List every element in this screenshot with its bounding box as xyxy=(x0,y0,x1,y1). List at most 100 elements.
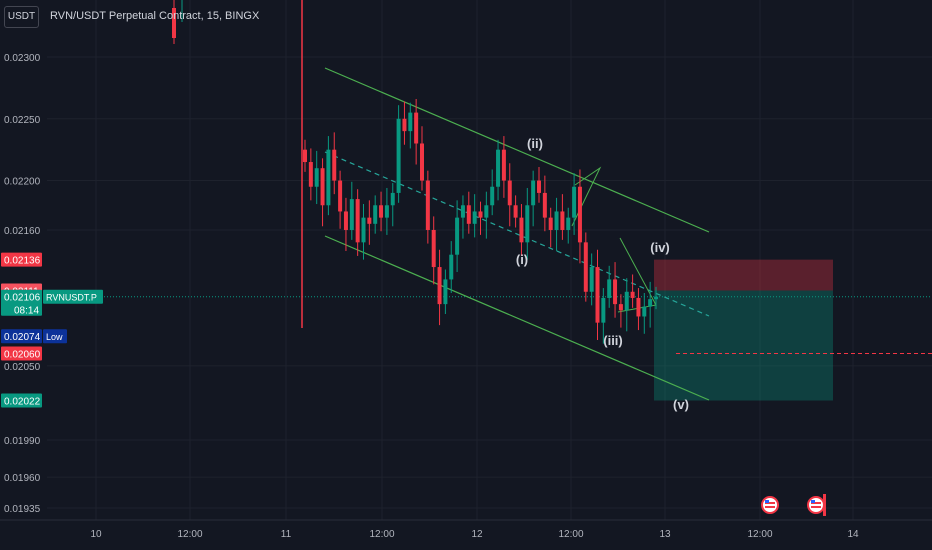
stop-loss-zone xyxy=(654,259,833,291)
candle-body xyxy=(396,118,401,193)
candle-body xyxy=(303,149,307,163)
time-tick-label: 11 xyxy=(281,529,292,540)
candle-body xyxy=(601,297,606,323)
candle-body xyxy=(501,149,506,181)
us-flag-event-icon xyxy=(761,496,779,514)
take-profit-zone xyxy=(654,290,833,401)
candle-body xyxy=(332,149,337,181)
candle-body xyxy=(525,205,530,243)
candle-body xyxy=(560,211,565,230)
candle-body xyxy=(490,186,495,206)
candle-body xyxy=(343,211,348,230)
channel-mid-line xyxy=(324,151,710,317)
currency-button[interactable]: USDT xyxy=(4,6,39,28)
candle-body xyxy=(384,205,389,218)
candle-body xyxy=(338,180,343,212)
candle-body xyxy=(542,192,547,218)
candle-body xyxy=(642,306,647,317)
price-label-text: 0.02060 xyxy=(4,350,41,361)
price-tick-label: 0.02300 xyxy=(4,53,41,64)
price-label-text: 0.02106 xyxy=(4,293,41,304)
wave-label: (ii) xyxy=(527,136,543,151)
candle-body xyxy=(455,217,460,255)
price-label-p1 xyxy=(1,252,42,267)
price-tag-p4 xyxy=(43,329,67,344)
candle-body xyxy=(355,199,360,243)
candle-body xyxy=(437,267,442,305)
price-tick-label: 0.02250 xyxy=(4,115,41,126)
time-tick-label: 12:00 xyxy=(177,529,202,540)
candle-body xyxy=(172,8,176,38)
candle-body xyxy=(613,279,618,305)
candle-body xyxy=(513,205,518,218)
candle-body xyxy=(583,242,588,292)
price-tick-label: 0.02200 xyxy=(4,177,41,188)
candle-body xyxy=(654,296,658,300)
chart-title: RVN/USDT Perpetual Contract, 15, BINGX xyxy=(50,10,260,22)
candle-body xyxy=(554,211,559,230)
price-label-p4 xyxy=(1,329,42,344)
channel-upper-line xyxy=(324,67,710,233)
price-label-p5 xyxy=(1,346,42,361)
candle-body xyxy=(572,186,577,218)
candle-body xyxy=(507,180,512,206)
candle-body xyxy=(466,205,471,224)
candle-body xyxy=(379,205,384,218)
price-tick-label: 0.02050 xyxy=(4,362,41,373)
candle-body xyxy=(326,149,331,206)
candle-body xyxy=(390,192,395,206)
price-label-countdown: 08:14 xyxy=(14,306,39,317)
price-label-text: 0.02074 xyxy=(4,332,41,343)
wave-label: (iv) xyxy=(650,240,670,255)
time-tick-label: 13 xyxy=(659,529,671,540)
candle-body xyxy=(443,279,448,305)
candle-body xyxy=(648,299,653,307)
candle-body xyxy=(548,217,553,230)
candle-body xyxy=(537,180,541,193)
candle-body xyxy=(414,112,419,144)
candle-body xyxy=(349,199,354,230)
wave-label: (v) xyxy=(673,397,689,412)
candle-body xyxy=(531,180,536,206)
candle-body xyxy=(618,304,623,311)
price-tick-label: 0.01990 xyxy=(4,436,41,447)
price-tick-label: 0.01935 xyxy=(4,504,41,515)
candle-body xyxy=(402,118,407,132)
price-label-p3 xyxy=(1,289,42,316)
time-tick-label: 12:00 xyxy=(747,529,772,540)
price-tick-label: 0.02160 xyxy=(4,226,41,237)
candle-body xyxy=(314,168,319,187)
candle-body xyxy=(460,205,465,218)
time-tick-label: 12 xyxy=(471,529,483,540)
price-label-text: 0.02136 xyxy=(4,256,41,267)
wave-label: (i) xyxy=(516,252,528,267)
candle-body xyxy=(478,211,483,218)
price-label-text: 0.02022 xyxy=(4,397,41,408)
candle-body xyxy=(607,279,612,298)
us-flag-event-icon xyxy=(807,496,825,514)
time-tick-label: 14 xyxy=(847,529,859,540)
time-tick-label: 12:00 xyxy=(558,529,583,540)
candle-body xyxy=(472,211,477,224)
price-tag-p3 xyxy=(43,289,103,304)
candle-body xyxy=(367,217,372,224)
triangle-pattern xyxy=(571,166,602,227)
event-marker xyxy=(823,494,826,516)
candle-body xyxy=(566,217,571,230)
candle-body xyxy=(361,217,366,243)
candle-body xyxy=(420,143,424,181)
candle-body xyxy=(308,162,313,187)
price-tick-label: 0.01960 xyxy=(4,473,41,484)
candle-body xyxy=(320,168,325,206)
candle-body xyxy=(519,217,524,243)
channel-lower-line xyxy=(324,235,710,401)
candle-body xyxy=(496,149,501,187)
candle-body xyxy=(373,205,378,224)
candle-body xyxy=(589,267,594,292)
wave-label: (iii) xyxy=(603,333,623,348)
candle-body xyxy=(431,229,436,268)
candle-body xyxy=(425,180,430,230)
time-tick-label: 10 xyxy=(90,529,102,540)
candle-body xyxy=(449,254,454,280)
